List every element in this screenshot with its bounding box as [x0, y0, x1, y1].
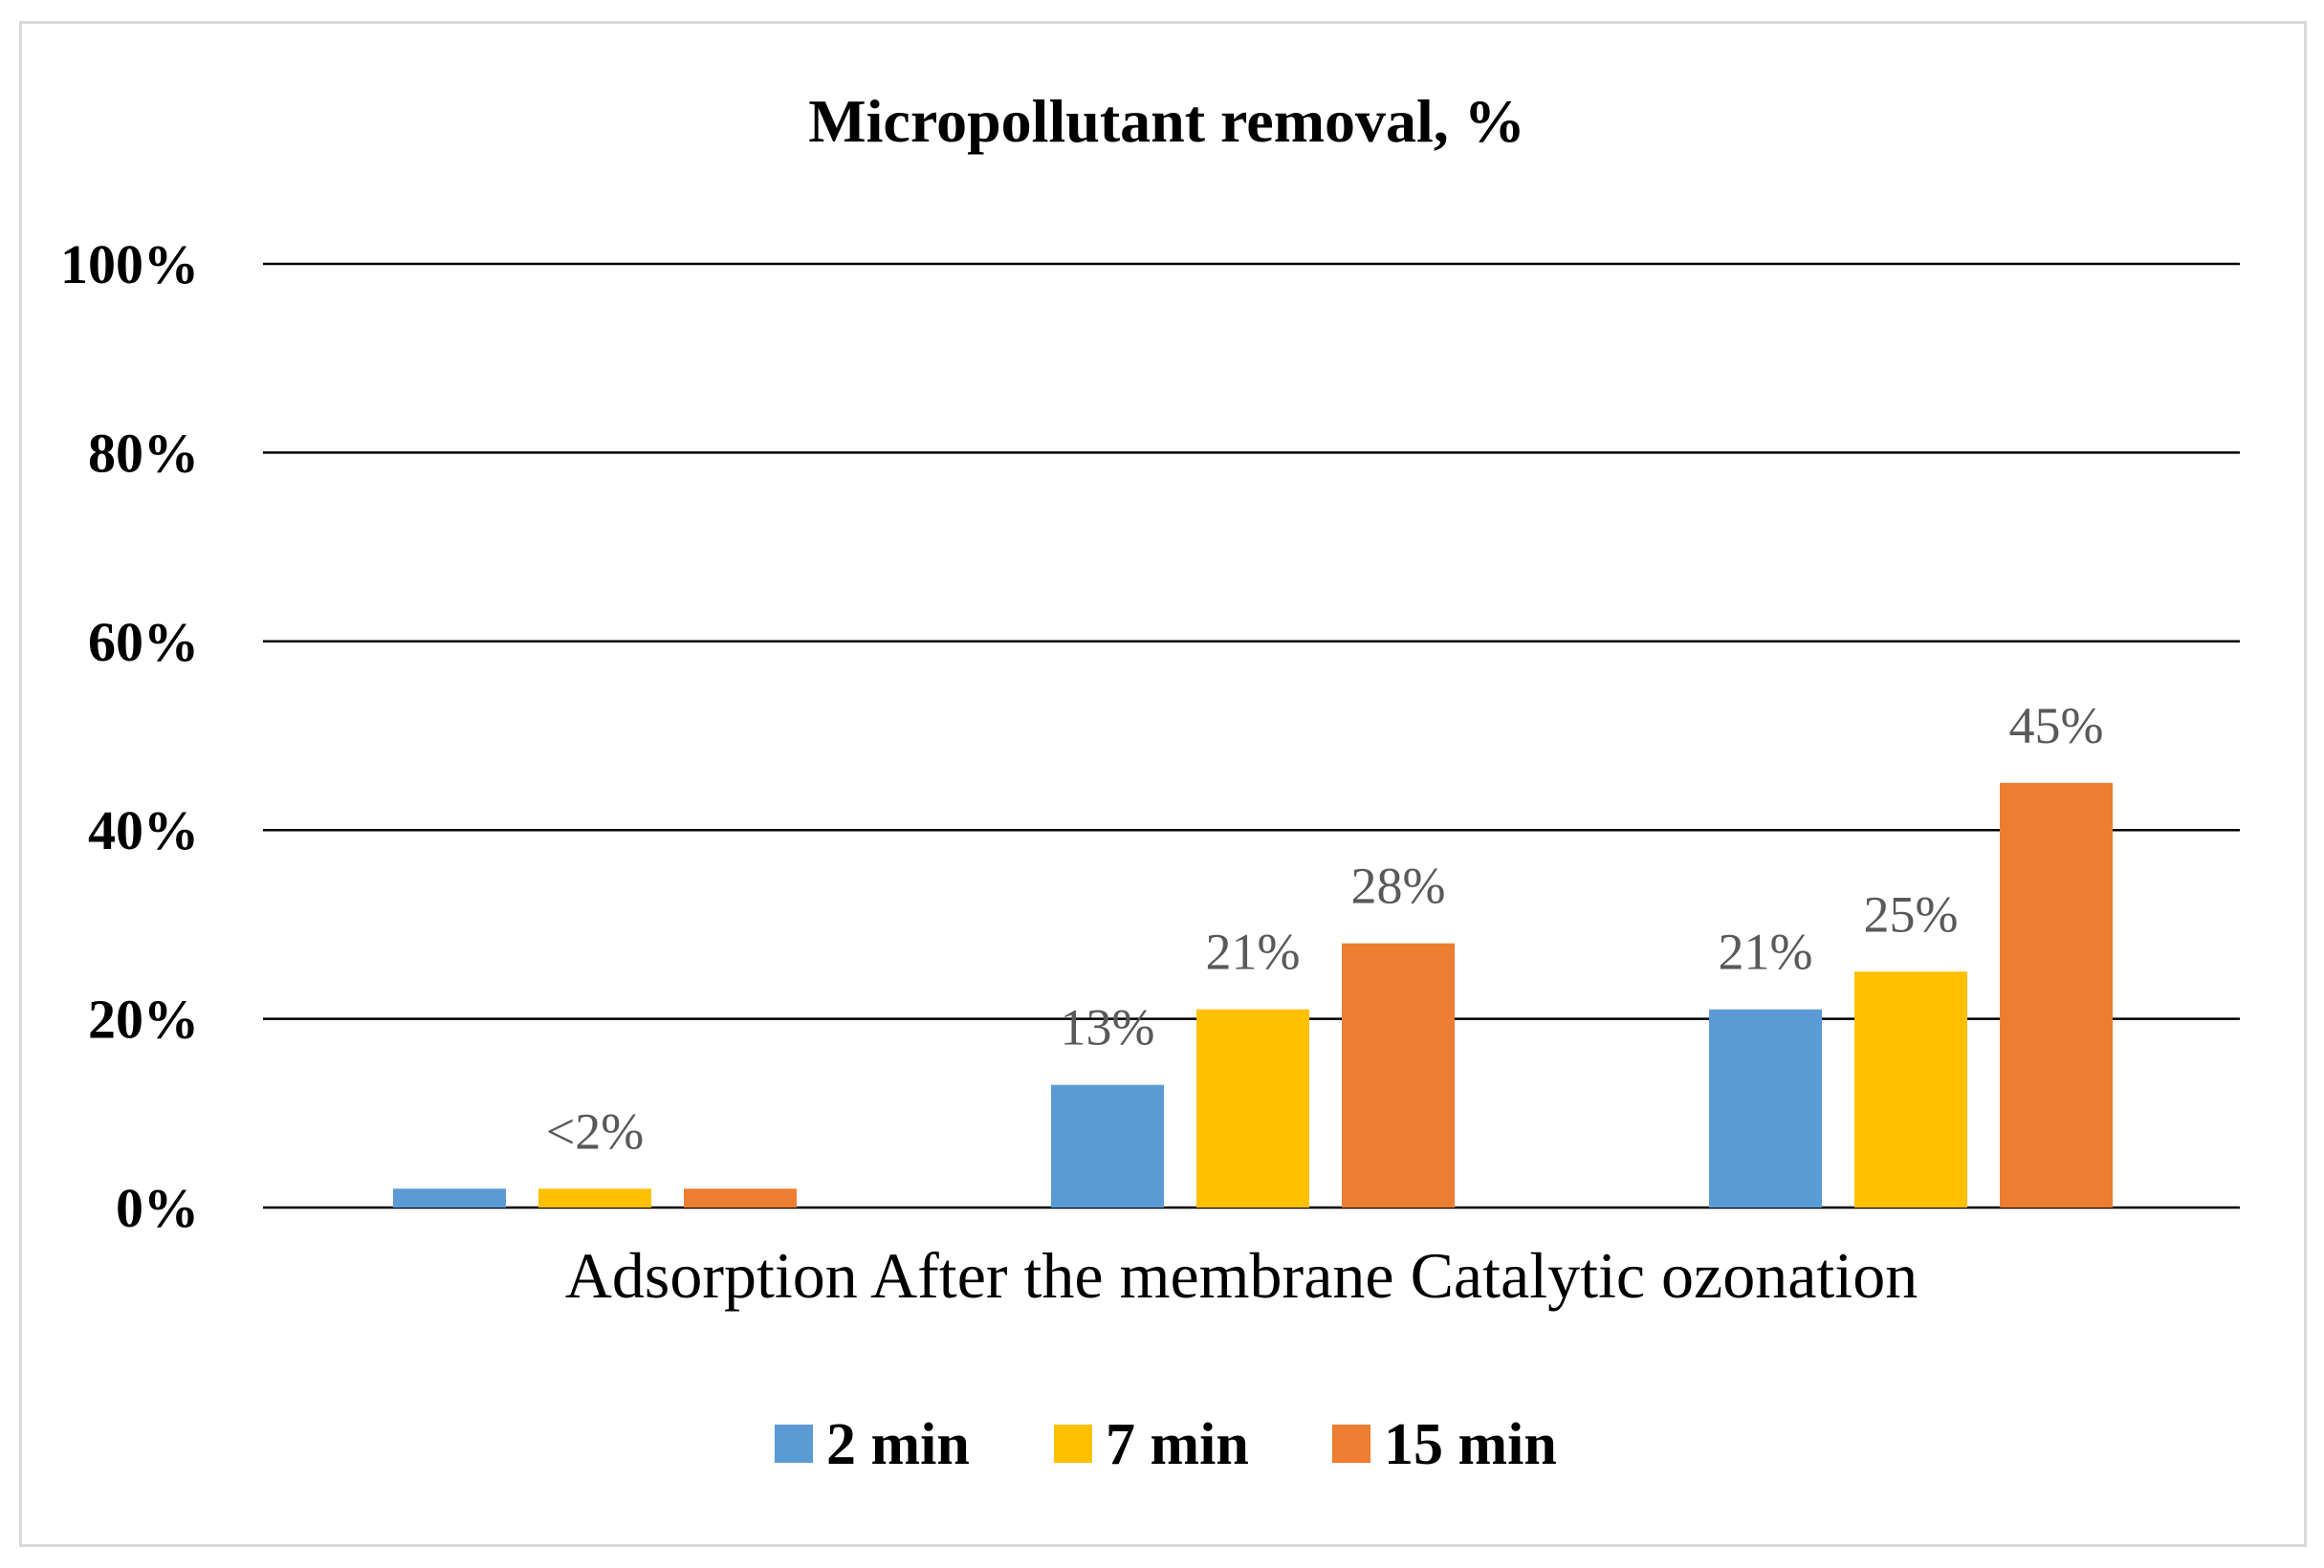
y-tick-label: 100% [60, 233, 199, 295]
bar [393, 1188, 506, 1208]
category-label: Catalytic ozonation [1394, 1239, 1918, 1312]
data-labels: <2% 13% 21% 28% 21% 25% 45% [546, 697, 2104, 1160]
y-tick-label: 20% [88, 989, 199, 1051]
legend-label: 15 min [1384, 1412, 1557, 1477]
bar [538, 1188, 651, 1208]
bar [2000, 782, 2113, 1208]
x-axis: Adsorption After the membrane Catalytic … [565, 1239, 1918, 1312]
bar [1051, 1084, 1164, 1208]
bar [684, 1188, 797, 1208]
data-label: 21% [1206, 924, 1301, 981]
bar [1854, 971, 1967, 1208]
legend-label: 7 min [1106, 1412, 1249, 1477]
bar [1342, 943, 1455, 1208]
bar [1196, 1009, 1309, 1208]
data-label: 13% [1061, 999, 1155, 1056]
bar [1709, 1009, 1822, 1208]
y-tick-label: 80% [88, 422, 199, 484]
category-label: Adsorption [565, 1239, 858, 1312]
y-tick-label: 0% [116, 1177, 199, 1239]
chart-title: Micropollutant removal, % [808, 87, 1525, 155]
category-label: After the membrane [858, 1239, 1394, 1312]
legend-label: 2 min [826, 1412, 970, 1477]
y-tick-label: 60% [88, 611, 199, 673]
legend-swatch [775, 1425, 813, 1463]
chart-frame [19, 21, 2307, 1547]
y-axis: 0% 20% 40% 60% 80% 100% [60, 233, 199, 1239]
data-label: <2% [546, 1102, 644, 1160]
category-labels: Adsorption After the membrane Catalytic … [565, 1239, 1918, 1312]
data-label: 25% [1864, 885, 1959, 943]
bars [393, 782, 2113, 1208]
data-label: 28% [1351, 858, 1446, 915]
legend: 2 min 7 min 15 min [775, 1412, 1557, 1477]
legend-swatch [1332, 1425, 1370, 1463]
data-label: 45% [2009, 697, 2104, 754]
legend-swatch [1054, 1425, 1092, 1463]
y-tick-label: 40% [88, 799, 199, 861]
data-label: 21% [1719, 924, 1813, 981]
